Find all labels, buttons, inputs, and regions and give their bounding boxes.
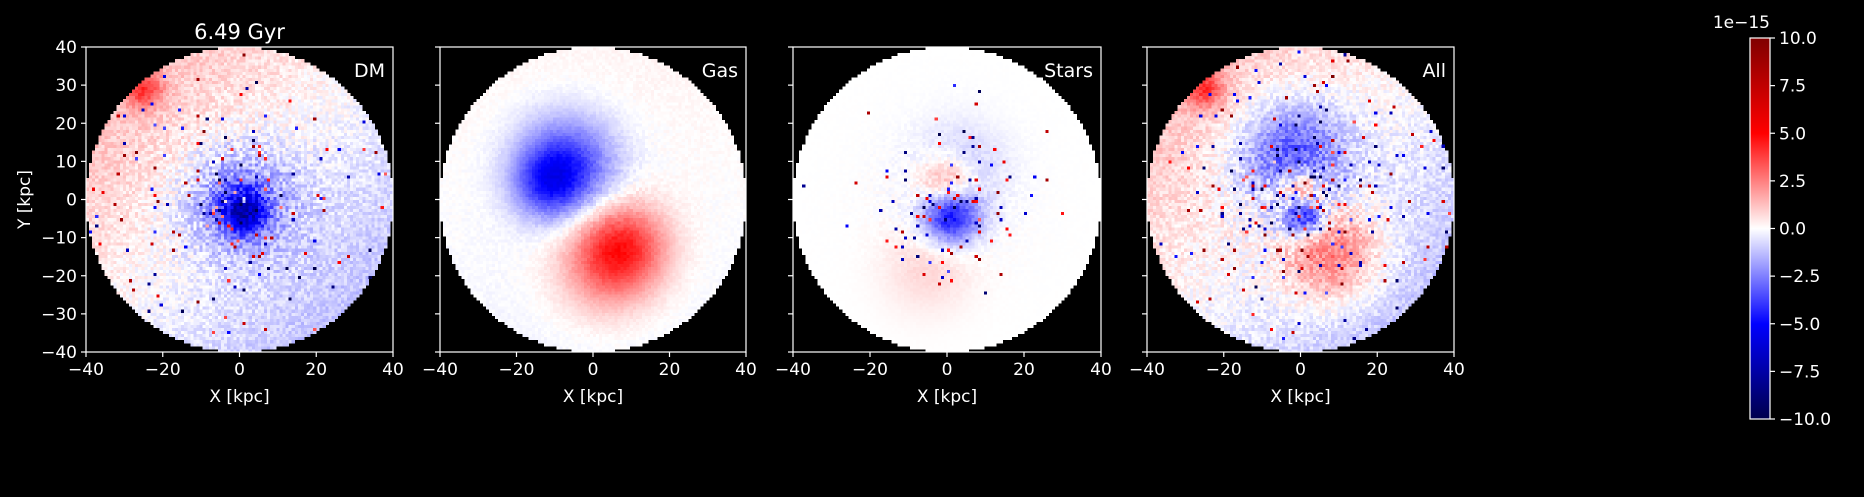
y-tick-label: 40	[55, 38, 77, 58]
panel-label: Stars	[1044, 60, 1093, 82]
x-axis-label: X [kpc]	[563, 387, 623, 407]
x-tick-label: −40	[68, 360, 104, 380]
x-tick-label: −20	[852, 360, 888, 380]
colorbar-tick-label: −10.0	[1779, 410, 1831, 430]
y-tick-label: −10	[41, 229, 77, 249]
x-tick-label: 40	[1090, 360, 1112, 380]
x-tick-label: 20	[305, 360, 327, 380]
x-tick-label: 40	[382, 360, 404, 380]
x-axis-label: X [kpc]	[1270, 387, 1330, 407]
x-tick-label: 40	[735, 360, 757, 380]
x-axis-label: X [kpc]	[209, 387, 269, 407]
y-tick-label: 30	[55, 76, 77, 96]
panel-title: 6.49 Gyr	[194, 20, 285, 44]
colorbar-tick-label: 0.0	[1779, 220, 1806, 240]
colorbar: 10.0 7.5 5.0 2.5 0.0 −2.5 −5.0 −7.5 −10.0 1e−15	[1713, 13, 1831, 430]
x-tick-label: 0	[1295, 360, 1306, 380]
x-tick-label: −40	[422, 360, 458, 380]
y-tick-label: −20	[41, 267, 77, 287]
x-tick-label: 40	[1443, 360, 1465, 380]
heatmap-stars	[793, 47, 1102, 353]
panel-label: All	[1422, 60, 1446, 82]
heatmap-all	[1147, 47, 1455, 353]
heatmap-gas	[440, 47, 747, 353]
colorbar-tick-label: 7.5	[1779, 77, 1806, 97]
colorbar-tick-label: −2.5	[1779, 267, 1820, 287]
x-tick-label: −20	[145, 360, 181, 380]
x-tick-label: 0	[942, 360, 953, 380]
panels: −40 −20 0 20 40 −40 −30 −20 −10 0 10 20 30 40 X [kpc] Y…	[15, 20, 1465, 407]
y-tick-label: −40	[41, 343, 77, 363]
x-tick-label: 20	[659, 360, 681, 380]
colorbar-tick-label: −7.5	[1779, 362, 1820, 382]
y-tick-label: 20	[55, 114, 77, 134]
panel-dm: −40 −20 0 20 40 −40 −30 −20 −10 0 10 20 30 40 X [kpc] Y…	[15, 20, 404, 407]
colorbar-tick-label: 2.5	[1779, 172, 1806, 192]
colorbar-tick-label: −5.0	[1779, 315, 1820, 335]
x-axis-label: X [kpc]	[917, 387, 977, 407]
y-tick-label: 10	[55, 152, 77, 172]
panel-label: DM	[354, 60, 385, 82]
colorbar-tick-label: 5.0	[1779, 124, 1806, 144]
colorbar-tick-label: 10.0	[1779, 29, 1817, 49]
x-tick-label: 20	[1013, 360, 1035, 380]
panel-stars: −40 −20 0 20 40 X [kpc] Stars	[775, 46, 1112, 407]
panel-label: Gas	[702, 60, 738, 82]
x-tick-label: −20	[1206, 360, 1242, 380]
x-tick-label: −20	[499, 360, 535, 380]
panel-all: −40 −20 0 20 40 X [kpc] All	[1129, 46, 1465, 407]
colorbar-gradient	[1750, 38, 1770, 419]
x-tick-label: 0	[588, 360, 599, 380]
heatmap-dm	[86, 47, 394, 353]
colorbar-offset-label: 1e−15	[1713, 13, 1770, 33]
y-tick-label: 0	[66, 191, 77, 211]
panel-gas: −40 −20 0 20 40 X [kpc] Gas	[422, 46, 757, 407]
y-axis-label: Y [kpc]	[15, 170, 35, 230]
x-tick-label: 0	[234, 360, 245, 380]
x-tick-label: 20	[1366, 360, 1388, 380]
x-tick-label: −40	[775, 360, 811, 380]
y-tick-label: −30	[41, 305, 77, 325]
x-tick-label: −40	[1129, 360, 1165, 380]
